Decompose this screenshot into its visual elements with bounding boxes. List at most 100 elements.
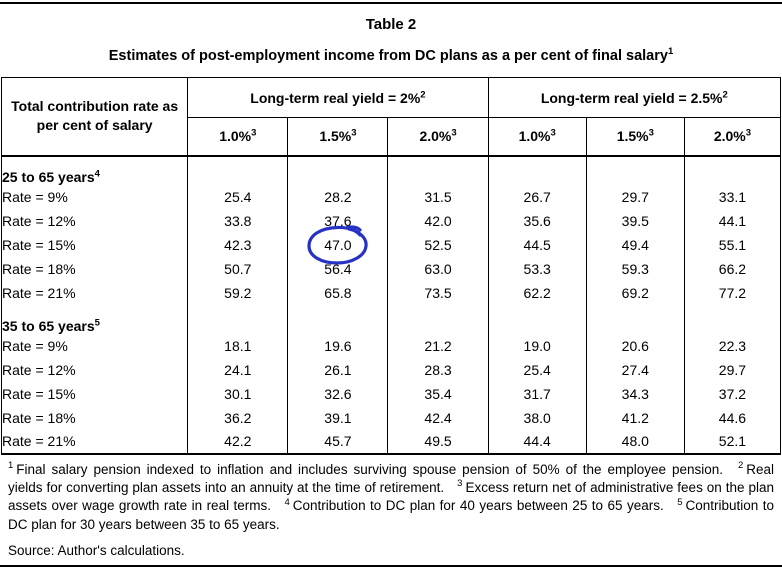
value-cell: 44.5 [487, 232, 587, 257]
empty-cell [487, 155, 587, 185]
value-cell: 35.4 [387, 381, 489, 406]
value-cell: 27.4 [585, 357, 685, 382]
section-row: 35 to 65 years5 [0, 304, 782, 334]
footnote-marker: 3 [457, 478, 463, 490]
value-cell: 18.1 [187, 333, 289, 358]
subheader-excess-return-1.5pct: 1.5%3 [585, 117, 685, 157]
subheader-excess-return-2.0pct: 2.0%3 [387, 117, 489, 157]
value-cell: 19.0 [487, 333, 587, 358]
row-label: Rate = 9% [0, 184, 189, 209]
group-header-yield-2-5pct: Long-term real yield = 2.5%2 [487, 77, 782, 118]
value-cell: 59.3 [585, 256, 685, 281]
value-cell: 31.7 [487, 381, 587, 406]
value-cell: 59.2 [187, 280, 289, 305]
group-header-row: Total contribution rate as per cent of s… [0, 77, 782, 157]
value-cell: 33.8 [187, 208, 289, 233]
value-cell: 65.8 [287, 280, 389, 305]
value-cell: 25.4 [187, 184, 289, 209]
table-title: Estimates of post-employment income from… [0, 46, 782, 64]
footnote-marker: 2 [737, 460, 744, 471]
value-cell: 36.2 [187, 405, 289, 430]
value-cell: 30.1 [187, 381, 289, 406]
row-label: Rate = 21% [0, 429, 189, 454]
subheader-excess-return-1.0pct: 1.0%3 [187, 117, 289, 157]
empty-cell [187, 304, 289, 334]
dc-plans-table: Total contribution rate as per cent of s… [0, 77, 782, 455]
value-cell: 53.3 [487, 256, 587, 281]
value-cell: 32.6 [287, 381, 389, 406]
value-cell: 39.5 [585, 208, 685, 233]
table-row: Rate = 15% 42.3 47.0 52.5 44.5 49.4 55.1 [0, 224, 782, 265]
column-header-contribution-rate: Total contribution rate as per cent of s… [0, 77, 189, 157]
value-cell: 31.5 [387, 184, 489, 209]
empty-cell [387, 155, 489, 185]
table-row: Rate = 18% 36.2 39.1 42.4 38.0 41.2 44.6 [0, 405, 782, 430]
table-title-footnote-marker: 1 [667, 46, 674, 58]
footnote-marker: 1 [8, 460, 14, 471]
table-row: Rate = 9% 18.1 19.6 21.2 19.0 20.6 22.3 [0, 333, 782, 358]
value-cell: 25.4 [487, 357, 587, 382]
group-header-yield-2pct-footnote-marker: 2 [420, 88, 426, 100]
row-label: Rate = 15% [0, 381, 189, 406]
subheader-row: 1.0%3 1.5%3 2.0%3 1.0%3 1.5%3 2.0%3 [2, 117, 782, 157]
subheader-excess-return-1.0pct: 1.0%3 [487, 117, 587, 157]
value-cell: 45.7 [287, 429, 389, 454]
value-cell: 52.1 [683, 429, 782, 454]
footnote-marker: 5 [677, 496, 683, 508]
subheader-excess-return-2.0pct: 2.0%3 [683, 117, 782, 157]
value-cell: 55.1 [683, 232, 782, 257]
value-cell: 26.1 [287, 357, 389, 382]
value-cell: 42.0 [387, 208, 489, 233]
subheader-excess-return-1.5pct: 1.5%3 [287, 117, 389, 157]
value-cell: 73.5 [387, 280, 489, 305]
value-cell: 21.2 [387, 333, 489, 358]
bottom-horizontal-rule [0, 565, 782, 568]
value-cell: 77.2 [683, 280, 782, 305]
value-cell: 39.1 [287, 405, 389, 430]
value-cell: 20.6 [585, 333, 685, 358]
empty-cell [683, 304, 782, 334]
table-row: Rate = 21% 42.2 45.7 49.5 44.4 48.0 52.1 [0, 429, 782, 454]
value-cell: 42.3 [187, 232, 289, 257]
value-cell: 38.0 [487, 405, 587, 430]
value-cell: 37.6 [287, 208, 389, 233]
table-row: Rate = 9% 25.4 28.2 31.5 26.7 29.7 33.1 [0, 184, 782, 209]
empty-cell [287, 155, 389, 185]
value-cell: 26.7 [487, 184, 587, 209]
value-cell: 56.4 [287, 256, 389, 281]
value-cell: 41.2 [585, 405, 685, 430]
empty-cell [585, 304, 685, 334]
value-cell: 49.5 [387, 429, 489, 454]
value-cell: 42.2 [187, 429, 289, 454]
value-cell: 44.6 [683, 405, 782, 430]
value-cell: 52.5 [387, 232, 489, 257]
empty-cell [487, 304, 587, 334]
table-row: Rate = 18% 50.7 56.4 63.0 53.3 59.3 66.2 [0, 256, 782, 281]
value-cell: 66.2 [683, 256, 782, 281]
value-cell: 33.1 [683, 184, 782, 209]
value-cell: 29.7 [585, 184, 685, 209]
group-header-yield-2-5pct-label: Long-term real yield = 2.5% [540, 89, 723, 106]
section-header-label: 25 to 65 years4 [0, 155, 189, 185]
value-cell: 29.7 [683, 357, 782, 382]
table-row: Rate = 15% 30.1 32.6 35.4 31.7 34.3 37.2 [0, 381, 782, 406]
footnote-marker: 4 [284, 496, 290, 508]
group-header-yield-2pct: Long-term real yield = 2%2 [187, 77, 489, 118]
top-horizontal-rule [0, 2, 782, 4]
value-cell: 44.4 [487, 429, 587, 454]
value-cell: 28.2 [287, 184, 389, 209]
value-cell: 62.2 [487, 280, 587, 305]
group-header-yield-2pct-label: Long-term real yield = 2% [250, 89, 421, 106]
value-cell: 48.0 [585, 429, 685, 454]
value-cell: 63.0 [387, 256, 489, 281]
value-cell: 42.4 [387, 405, 489, 430]
value-cell: 49.4 [585, 232, 685, 257]
row-label: Rate = 12% [0, 357, 189, 382]
row-label: Rate = 18% [0, 405, 189, 430]
empty-cell [187, 155, 289, 185]
value-cell: 34.3 [585, 381, 685, 406]
value-cell: 24.1 [187, 357, 289, 382]
table-number-title: Table 2 [365, 16, 417, 33]
value-cell: 19.6 [287, 333, 389, 358]
